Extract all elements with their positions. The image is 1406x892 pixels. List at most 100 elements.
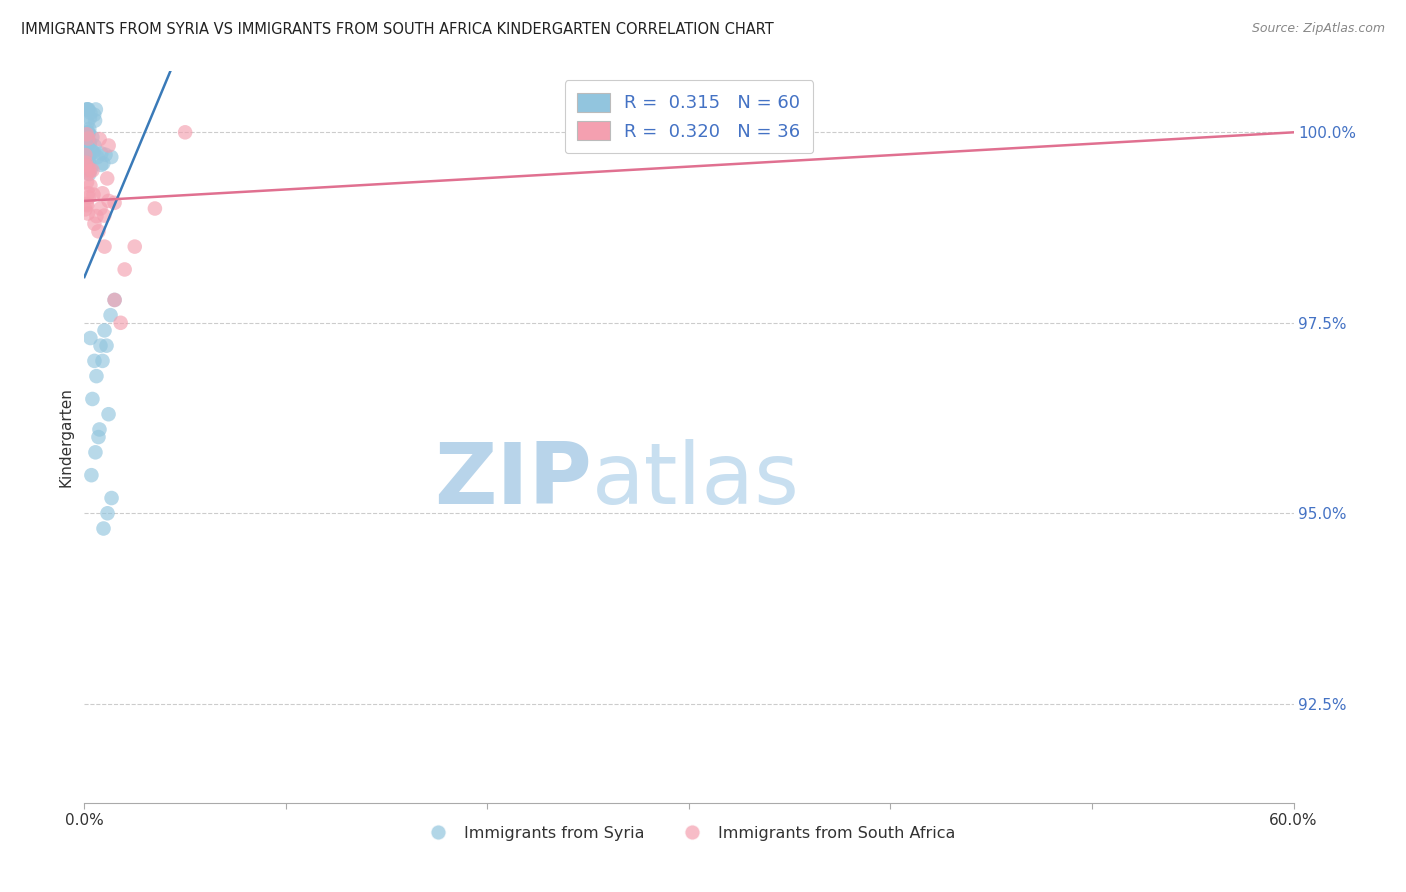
Point: [82, 163, 104, 178]
Point: [76, 197, 98, 211]
Point: [75, 163, 97, 178]
Point: [84, 103, 107, 117]
Point: [76, 125, 98, 139]
Point: [79, 135, 101, 149]
Point: [77, 127, 100, 141]
Point: [110, 316, 132, 330]
Point: [84, 113, 107, 128]
Point: [91, 354, 114, 368]
Point: [77, 190, 100, 204]
Point: [82, 145, 104, 159]
Point: [75, 158, 97, 172]
Point: [114, 262, 136, 277]
Point: [82, 145, 104, 160]
Point: [77, 149, 100, 163]
Point: [124, 239, 146, 253]
Point: [77, 131, 100, 145]
Point: [84, 445, 107, 459]
Point: [77, 167, 100, 181]
Point: [79, 105, 101, 120]
Point: [77, 122, 100, 136]
Point: [87, 430, 110, 444]
Point: [93, 522, 115, 536]
Text: IMMIGRANTS FROM SYRIA VS IMMIGRANTS FROM SOUTH AFRICA KINDERGARTEN CORRELATION C: IMMIGRANTS FROM SYRIA VS IMMIGRANTS FROM…: [21, 22, 773, 37]
Point: [77, 166, 100, 180]
Point: [104, 293, 127, 307]
Point: [93, 323, 115, 337]
Point: [73, 149, 96, 163]
Point: [79, 164, 101, 178]
Text: atlas: atlas: [592, 440, 800, 523]
Point: [89, 202, 111, 216]
Y-axis label: Kindergarten: Kindergarten: [58, 387, 73, 487]
Point: [97, 194, 120, 208]
Point: [82, 187, 104, 202]
Point: [76, 116, 98, 130]
Point: [86, 150, 108, 164]
Point: [93, 239, 115, 253]
Point: [91, 156, 114, 170]
Point: [83, 108, 105, 122]
Point: [100, 308, 122, 322]
Point: [76, 103, 98, 117]
Point: [77, 103, 100, 117]
Point: [79, 178, 101, 193]
Point: [75, 148, 97, 162]
Point: [104, 293, 127, 307]
Point: [87, 224, 110, 238]
Point: [82, 392, 104, 406]
Point: [76, 206, 98, 220]
Point: [86, 369, 108, 384]
Point: [91, 186, 114, 201]
Point: [103, 195, 125, 210]
Point: [82, 130, 104, 145]
Point: [77, 161, 100, 176]
Point: [75, 126, 97, 140]
Point: [76, 103, 98, 117]
Point: [90, 146, 112, 161]
Point: [76, 103, 98, 117]
Point: [89, 132, 111, 146]
Point: [89, 338, 111, 352]
Point: [77, 153, 100, 167]
Point: [83, 354, 105, 368]
Point: [100, 491, 122, 505]
Point: [77, 125, 100, 139]
Point: [73, 132, 96, 146]
Point: [94, 147, 117, 161]
Point: [75, 151, 97, 165]
Point: [73, 140, 96, 154]
Point: [96, 506, 118, 520]
Text: ZIP: ZIP: [434, 440, 592, 523]
Point: [83, 139, 105, 153]
Point: [75, 155, 97, 169]
Point: [76, 128, 98, 142]
Legend: Immigrants from Syria, Immigrants from South Africa: Immigrants from Syria, Immigrants from S…: [416, 820, 962, 847]
Point: [83, 217, 105, 231]
Point: [77, 154, 100, 169]
Point: [97, 407, 120, 421]
Point: [79, 136, 101, 151]
Point: [89, 422, 111, 436]
Point: [77, 186, 100, 201]
Point: [90, 158, 112, 172]
Point: [96, 171, 118, 186]
Point: [174, 125, 197, 139]
Point: [86, 209, 108, 223]
Point: [80, 162, 103, 177]
Point: [76, 133, 98, 147]
Point: [79, 111, 101, 125]
Point: [80, 468, 103, 483]
Point: [75, 202, 97, 217]
Point: [76, 161, 98, 176]
Point: [96, 338, 118, 352]
Text: Source: ZipAtlas.com: Source: ZipAtlas.com: [1251, 22, 1385, 36]
Point: [79, 331, 101, 345]
Point: [76, 175, 98, 189]
Point: [75, 129, 97, 144]
Point: [73, 136, 96, 150]
Point: [93, 209, 115, 223]
Point: [100, 150, 122, 164]
Point: [97, 138, 120, 153]
Point: [76, 136, 98, 150]
